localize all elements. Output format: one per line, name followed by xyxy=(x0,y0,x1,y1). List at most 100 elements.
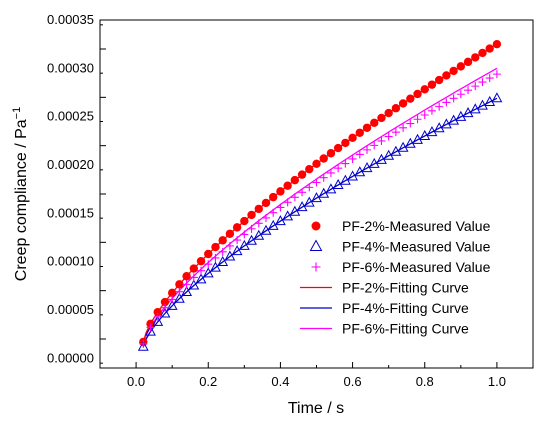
legend-label: PF-6%-Measured Value xyxy=(342,259,491,275)
data-point xyxy=(305,183,314,192)
data-point xyxy=(269,208,278,217)
legend-label: PF-6%-Fitting Curve xyxy=(342,321,469,337)
data-point xyxy=(478,48,487,58)
data-point xyxy=(247,210,256,220)
data-point xyxy=(333,143,343,153)
data-point xyxy=(420,85,429,94)
data-point xyxy=(377,136,386,145)
data-point xyxy=(456,90,465,99)
data-point xyxy=(484,95,496,106)
data-point xyxy=(153,312,162,321)
data-point xyxy=(218,247,227,256)
data-point xyxy=(469,103,481,114)
y-axis-label-superscript: −1 xyxy=(11,107,23,120)
data-point xyxy=(267,219,279,230)
legend-label: PF-2%-Fitting Curve xyxy=(342,280,469,296)
data-point xyxy=(442,71,451,80)
x-tick-label: 0.4 xyxy=(271,374,289,389)
data-point xyxy=(478,78,487,87)
data-point xyxy=(413,115,422,124)
data-point xyxy=(225,229,235,238)
data-point xyxy=(276,187,285,196)
legend-label: PF-4%-Fitting Curve xyxy=(342,300,469,316)
data-point xyxy=(391,128,400,137)
data-point xyxy=(449,66,458,76)
y-tick-label: 0.00005 xyxy=(47,302,94,317)
data-point xyxy=(217,255,229,266)
data-point xyxy=(348,154,357,163)
y-tick-label: 0.00035 xyxy=(47,12,94,27)
data-point xyxy=(377,113,386,123)
data-point xyxy=(196,256,206,266)
data-point xyxy=(420,111,429,120)
data-point xyxy=(427,80,437,89)
data-point xyxy=(370,118,379,128)
data-point xyxy=(290,175,300,185)
data-point xyxy=(462,107,474,118)
data-point xyxy=(182,280,191,289)
data-point xyxy=(283,181,292,190)
data-point xyxy=(448,114,460,125)
data-point xyxy=(254,219,263,228)
x-tick-label: 0.6 xyxy=(344,374,362,389)
legend-marker xyxy=(311,262,321,272)
data-point xyxy=(181,285,193,296)
data-point xyxy=(319,154,328,163)
data-point xyxy=(362,123,372,132)
x-tick-label: 1.0 xyxy=(488,374,506,389)
data-point xyxy=(202,267,214,278)
data-point xyxy=(355,150,364,159)
data-point xyxy=(218,236,227,245)
data-point xyxy=(455,110,467,121)
data-point xyxy=(384,108,393,118)
y-axis-ticks: 0.00000 0.00005 0.00010 0.00015 0.00020 0.000… xyxy=(47,12,106,365)
data-point xyxy=(261,213,270,222)
data-point xyxy=(246,234,257,245)
data-point xyxy=(260,224,272,235)
measured-series-3 xyxy=(139,70,501,348)
fit-curve-3 xyxy=(142,67,498,345)
data-point xyxy=(261,198,271,208)
x-axis-ticks: 0.0 0.2 0.4 0.6 0.8 1.0 xyxy=(99,362,534,389)
measured-points xyxy=(137,39,503,351)
data-point xyxy=(341,159,350,168)
y-tick-label: 0.00025 xyxy=(47,109,94,124)
data-point xyxy=(312,178,321,187)
data-point xyxy=(464,86,473,95)
data-point xyxy=(276,203,285,212)
data-point xyxy=(167,288,177,298)
data-point xyxy=(254,204,263,214)
y-tick-label: 0.00020 xyxy=(47,157,94,172)
data-point xyxy=(211,253,220,262)
data-point xyxy=(399,123,408,132)
data-point xyxy=(290,193,299,202)
data-point xyxy=(137,340,149,351)
data-point xyxy=(224,250,236,261)
data-point xyxy=(463,57,473,67)
data-point xyxy=(152,315,164,326)
data-point xyxy=(326,149,336,158)
data-point xyxy=(449,94,458,103)
data-point xyxy=(298,188,307,197)
data-point xyxy=(159,307,171,318)
data-point xyxy=(485,74,494,83)
legend-marker xyxy=(311,221,321,231)
legend-label: PF-4%-Measured Value xyxy=(342,239,491,255)
data-point xyxy=(348,133,357,143)
data-point xyxy=(175,287,184,296)
data-point xyxy=(363,145,372,154)
data-point xyxy=(485,44,494,53)
data-point xyxy=(175,280,184,289)
data-point xyxy=(406,94,415,103)
data-point xyxy=(471,53,480,62)
data-point xyxy=(283,198,292,207)
data-point xyxy=(334,164,343,173)
y-axis-label-text: Creep compliance / Pa xyxy=(13,119,30,281)
data-point xyxy=(398,99,408,108)
legend: PF-2%-Measured Value PF-4%-Measured Value… xyxy=(300,218,491,337)
data-point xyxy=(297,170,307,179)
data-point xyxy=(492,39,502,49)
data-point xyxy=(166,299,178,310)
data-point xyxy=(211,242,220,252)
data-point xyxy=(406,119,415,128)
